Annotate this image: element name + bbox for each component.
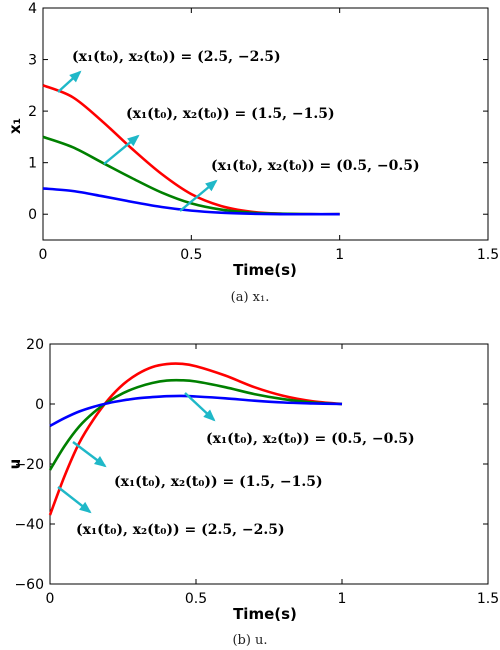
series-line-b-0	[48, 362, 343, 516]
y-axis-label-a: x₁	[6, 118, 24, 134]
annotation-b-1: (x₁(t₀), x₂(t₀)) = (0.5, −0.5)	[206, 431, 415, 447]
annotation-b-3: (x₁(t₀), x₂(t₀)) = (2.5, −2.5)	[76, 522, 285, 538]
y-tick-label-b-1: −40	[14, 517, 44, 533]
x-tick-label-b-1: 0.5	[185, 591, 207, 607]
y-tick-label-a-2: 2	[28, 104, 37, 120]
annotation-b-2: (x₁(t₀), x₂(t₀)) = (1.5, −1.5)	[114, 474, 323, 490]
plot-frame-b	[49, 343, 489, 585]
series-line-a-2	[42, 187, 340, 216]
series-line-b-2	[49, 394, 343, 428]
series-b	[48, 362, 343, 516]
arrows-b	[57, 392, 216, 514]
panel-b: 0 0.5 1 1.5 −60 −40 −20 0 20 (x₁(t₀), x₂(t₀)) = …	[6, 337, 499, 648]
panel-a: 0 0.5 1 1.5 0 1 2 3 4 (x₁(t₀), x₂(t₀)) = (2.5, −…	[6, 1, 499, 305]
x-tick-label-b-2: 1	[338, 591, 347, 607]
ticks-b: 0 0.5 1 1.5 −60 −40 −20 0 20	[14, 337, 499, 607]
x-tick-label-b-0: 0	[46, 591, 55, 607]
arrows-a	[57, 70, 218, 212]
y-tick-label-a-1: 1	[28, 156, 37, 172]
x-tick-label-b-3: 1.5	[477, 591, 499, 607]
y-tick-label-b-4: 20	[26, 337, 44, 353]
x-axis-label-b: Time(s)	[233, 605, 297, 623]
y-tick-label-b-2: −20	[14, 457, 44, 473]
y-axis-label-b: u	[6, 459, 24, 470]
y-tick-label-b-0: −60	[14, 577, 44, 593]
x-tick-label-a-2: 1	[335, 247, 344, 263]
caption-a: (a) x₁.	[231, 290, 270, 305]
y-tick-label-a-3: 3	[28, 53, 37, 69]
annotation-arrowhead-a-0	[69, 70, 82, 83]
annotation-a-1: (x₁(t₀), x₂(t₀)) = (2.5, −2.5)	[72, 49, 281, 65]
y-tick-label-b-3: 0	[35, 397, 44, 413]
x-tick-label-a-1: 0.5	[180, 247, 202, 263]
y-tick-label-a-0: 0	[28, 207, 37, 223]
annotation-a-2: (x₁(t₀), x₂(t₀)) = (1.5, −1.5)	[126, 106, 335, 122]
annotation-arrowhead-b-2	[79, 501, 92, 514]
x-tick-label-a-0: 0	[39, 247, 48, 263]
x-tick-label-a-3: 1.5	[477, 247, 499, 263]
annotation-arrowhead-b-1	[94, 456, 107, 468]
series-a	[42, 84, 340, 216]
annotation-arrowhead-a-1	[127, 134, 140, 147]
y-tick-label-a-4: 4	[28, 1, 37, 17]
x-axis-label-a: Time(s)	[233, 261, 297, 279]
caption-b: (b) u.	[232, 633, 267, 648]
annotation-arrowhead-b-0	[203, 409, 216, 422]
series-line-b-1	[48, 378, 343, 471]
annotation-a-3: (x₁(t₀), x₂(t₀)) = (0.5, −0.5)	[211, 158, 420, 174]
annotation-arrowhead-a-2	[205, 179, 218, 192]
ticks-a: 0 0.5 1 1.5 0 1 2 3 4	[28, 1, 499, 263]
plot-frame-a	[42, 7, 489, 241]
series-line-a-0	[42, 84, 340, 216]
